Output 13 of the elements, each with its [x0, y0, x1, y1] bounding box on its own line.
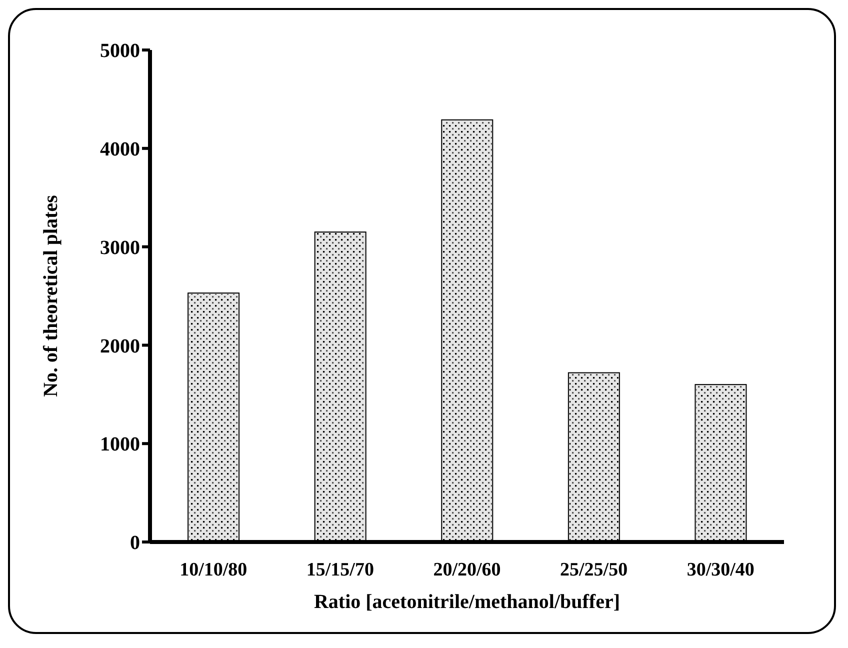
y-tick-label: 3000 — [100, 236, 140, 259]
x-tick-label: 20/20/60 — [433, 559, 501, 580]
x-tick-label: 25/25/50 — [560, 559, 628, 580]
x-tick-label: 10/10/80 — [180, 559, 248, 580]
y-tick-label: 2000 — [100, 335, 140, 358]
y-tick-label: 1000 — [100, 434, 140, 456]
y-axis-title: No. of theoretical plates — [40, 194, 62, 397]
y-tick-label: 0 — [130, 532, 140, 554]
y-tick-label: 4000 — [100, 138, 140, 160]
x-tick-label: 30/30/40 — [686, 559, 754, 580]
x-axis-title: Ratio [acetonitrile/methanol/buffer] — [314, 591, 620, 613]
y-tick-label: 5000 — [100, 40, 140, 62]
x-tick-label: 15/15/70 — [306, 559, 374, 580]
